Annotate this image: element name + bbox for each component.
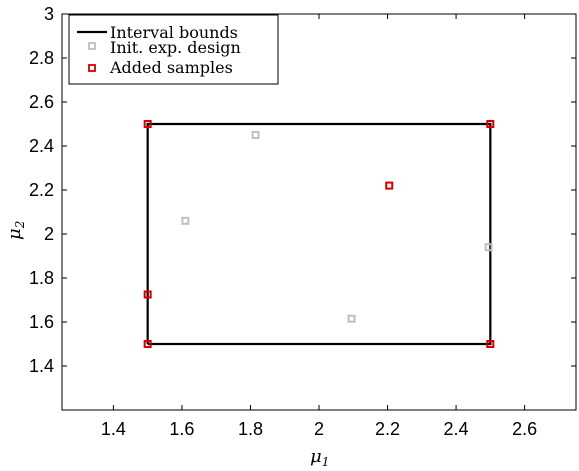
y-tick-label: 2.4: [29, 136, 54, 156]
init-exp-design-marker: [251, 131, 260, 139]
legend-swatch-init-exp-design: [88, 42, 96, 50]
plot-area: 1.4 1.6 1.8 2 2.2 2.4 2.6 1.4 1.6 1.8 2 2.2 2.4 2.6 2.…: [29, 4, 577, 439]
init-exp-design-marker: [347, 314, 356, 323]
legend-label-added-samples: Added samples: [109, 58, 233, 77]
x-tick-label: 2.2: [375, 419, 400, 439]
y-tick-label: 1.4: [29, 356, 54, 376]
legend-label-interval-bounds: Interval bounds: [110, 23, 238, 42]
x-tick-label: 1.4: [101, 419, 126, 439]
added-sample-marker: [486, 120, 495, 128]
y-tick-label: 2: [44, 224, 54, 244]
x-tick-label: 2.6: [512, 419, 537, 439]
x-tick-label: 1.6: [169, 419, 194, 439]
added-sample-marker: [143, 290, 152, 299]
init-exp-design-marker: [484, 243, 493, 252]
y-tick-label: 3: [44, 4, 54, 24]
x-axis-label: μ1: [310, 446, 329, 469]
added-sample-marker: [385, 181, 394, 190]
legend-label-init-exp-design: Init. exp. design: [110, 38, 241, 57]
legend-swatch-added-samples: [88, 64, 96, 72]
y-tick-label: 1.8: [29, 268, 54, 288]
legend-box: [68, 14, 279, 85]
added-sample-marker: [143, 120, 152, 128]
y-tick-label: 2.6: [29, 92, 54, 112]
added-sample-marker: [143, 340, 152, 348]
y-axis-label: μ2: [4, 221, 27, 240]
interval-bounds-line: [146, 122, 492, 346]
legend: Interval bounds Init. exp. design Added …: [68, 14, 279, 85]
added-sample-marker: [486, 340, 495, 348]
init-exp-design-marker: [181, 216, 190, 225]
x-tick-label: 2.4: [444, 419, 469, 439]
y-tick-label: 2.2: [29, 180, 54, 200]
y-tick-label: 1.6: [29, 312, 54, 332]
y-tick-label: 2.8: [29, 48, 54, 68]
x-tick-label: 2: [314, 419, 324, 439]
x-tick-label: 1.8: [238, 419, 263, 439]
